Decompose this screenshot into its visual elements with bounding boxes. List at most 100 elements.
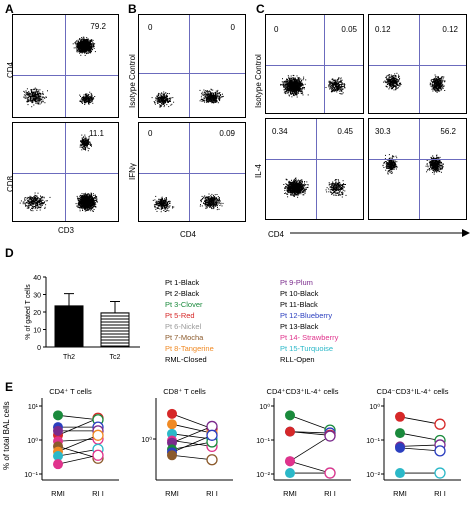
- flow-plot-a-bottom: 11.1: [12, 122, 119, 222]
- y-tick-label: 10⁰: [259, 403, 270, 411]
- flow-plot-a-top: 79.2: [12, 14, 119, 118]
- scatter-chart-e2: CD8⁺ T cells 10⁰ RMI RI I: [141, 387, 233, 498]
- rml-point: [285, 468, 295, 479]
- y-tick-label: 10⁰: [369, 403, 380, 411]
- flow-plot-b-bottom: 0 0.09: [138, 122, 246, 222]
- bar-chart-d: 0 10 20 30 40% of gated T cells Th2 Tc2: [25, 275, 140, 361]
- flow-plot-c-bottom-left: 0.34 0.45: [265, 118, 364, 220]
- rml-point: [395, 428, 405, 439]
- legend-entry: Pt 11-Black: [280, 300, 318, 309]
- panel-c-top-ylabel: Isotype Control: [254, 54, 263, 108]
- quadrant-value: 30.3: [375, 127, 391, 136]
- scatter-chart-e1: CD4⁺ T cells 10⁻¹ 10⁰ 10¹ RMI RI I: [24, 387, 119, 498]
- y-tick-label: 10⁻¹: [24, 472, 38, 479]
- quadrant-value: 0: [148, 129, 153, 138]
- y-tick-label: 10⁻¹: [256, 438, 270, 445]
- y-tick-label: 10⁰: [141, 436, 152, 444]
- scatter-chart-e4: CD4⁻CD3⁺IL-4⁺ cells 10⁻² 10⁻¹ 10⁰ RMI RI I: [366, 387, 461, 498]
- x-tick-label: RMI: [283, 489, 297, 498]
- panel-label-c: C: [256, 2, 265, 16]
- x-tick-label: RI I: [324, 489, 336, 498]
- y-tick-label: 20: [33, 310, 41, 317]
- bar-th2: [54, 305, 84, 348]
- pair-line: [171, 441, 213, 450]
- rll-point: [92, 449, 104, 461]
- pair-line: [289, 431, 331, 436]
- rml-point: [167, 450, 177, 461]
- quadrant-value: 0.45: [337, 127, 353, 136]
- legend-entry: Pt 6-Nickel: [165, 322, 202, 331]
- panel-b-xlabel: CD4: [180, 230, 197, 239]
- quadrant-value: 0.05: [341, 25, 357, 34]
- rml-point: [395, 411, 405, 422]
- quadrant-value: 0.12: [442, 25, 458, 34]
- y-tick-label: 10: [33, 328, 41, 335]
- pair-line: [57, 448, 99, 457]
- flow-plot-c-top-right: 0.12 0.12: [368, 14, 467, 114]
- rml-point: [53, 410, 63, 421]
- flow-dots: [152, 193, 224, 213]
- x-tick-label: RI I: [434, 489, 446, 498]
- pair-line: [171, 434, 213, 453]
- chart-title: CD8⁺ T cells: [163, 387, 206, 396]
- pair-line: [399, 447, 441, 452]
- legend-entry: Pt 3-Clover: [165, 300, 203, 309]
- rll-point: [206, 429, 218, 441]
- y-tick-label: 10⁻²: [256, 472, 270, 479]
- legend-entry: Pt 1-Black: [165, 278, 200, 287]
- legend-entry: Pt 14- Strawberry: [280, 333, 339, 342]
- bar-tc2: [100, 312, 130, 348]
- quadrant-value: 0.34: [272, 127, 288, 136]
- rml-point: [285, 456, 295, 467]
- panel-label-b: B: [128, 2, 137, 16]
- legend-entry: Pt 15-Turquoise: [280, 344, 334, 353]
- pair-line: [57, 454, 99, 465]
- chart-title: CD4⁺CD3⁺IL-4⁺ cells: [267, 387, 339, 396]
- y-tick-label: 10¹: [28, 404, 39, 411]
- rll-point: [434, 467, 446, 479]
- pair-line: [171, 454, 213, 461]
- legend-entry: RML-Closed: [165, 355, 207, 364]
- legend-entry: Pt 13-Black: [280, 322, 319, 331]
- flow-dots: [283, 177, 347, 198]
- pair-line: [289, 435, 331, 462]
- panel-b-top-ylabel: Isotype Control: [128, 54, 137, 108]
- pair-line: [57, 438, 99, 442]
- flow-plot-c-bottom-right: 30.3 56.2: [368, 118, 467, 220]
- pair-line: [399, 432, 441, 441]
- flow-dots: [23, 36, 96, 108]
- rml-point: [395, 442, 405, 453]
- pair-line: [171, 426, 213, 444]
- legend-entry: Pt 2-Black: [165, 289, 200, 298]
- legend-entry: Pt 5-Red: [165, 311, 195, 320]
- quadrant-value: 0: [148, 23, 153, 32]
- quadrant-value: 0: [274, 25, 279, 34]
- y-tick-label: 10⁻²: [366, 472, 380, 479]
- rll-point: [324, 430, 336, 442]
- panel-c-xlabel: CD4: [268, 230, 285, 239]
- y-tick-label: 10⁰: [27, 437, 38, 445]
- panel-label-e: E: [5, 380, 14, 394]
- x-tick-label: RMI: [165, 489, 179, 498]
- pair-line: [399, 444, 441, 447]
- pair-line: [399, 416, 441, 425]
- y-tick-label: 10⁻¹: [366, 438, 380, 445]
- legend-entry: Pt 8-Tangerine: [165, 344, 214, 353]
- flow-plot-c-top-left: 0 0.05: [265, 14, 364, 114]
- legend-entry: Pt 10-Black: [280, 289, 319, 298]
- rll-point: [434, 418, 446, 430]
- rll-point: [324, 467, 336, 479]
- legend-entry: Pt 9-Plum: [280, 278, 313, 287]
- flow-plot-b-top: 0 0: [138, 14, 246, 118]
- pair-line: [289, 460, 331, 474]
- pair-line: [171, 423, 213, 434]
- panel-b-bottom-ylabel: IFNγ: [128, 163, 137, 180]
- panel-label-a: A: [5, 2, 14, 16]
- y-tick-label: 30: [33, 293, 41, 300]
- panel-c-bottom-ylabel: IL-4: [254, 164, 263, 178]
- pair-line: [171, 413, 213, 430]
- rml-point: [167, 408, 177, 419]
- panel-label-d: D: [5, 246, 14, 260]
- chart-title: CD4⁻CD3⁺IL-4⁺ cells: [377, 387, 449, 396]
- quadrant-value: 11.1: [89, 129, 104, 138]
